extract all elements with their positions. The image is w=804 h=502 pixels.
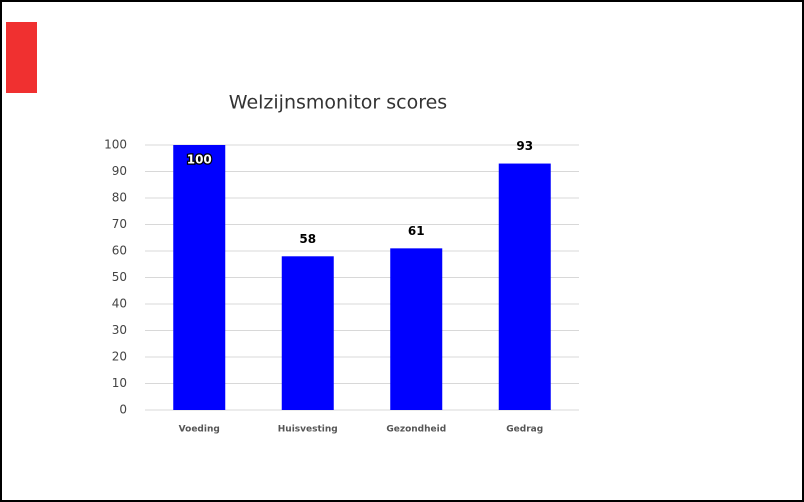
bar [498, 163, 551, 410]
chart-title: Welzijnsmonitor scores [229, 92, 447, 114]
data-label: 100 [187, 153, 212, 167]
x-tick-label: Voeding [179, 425, 220, 435]
y-tick-label: 40 [112, 297, 127, 311]
y-tick-label: 50 [112, 270, 127, 284]
y-tick-label: 90 [112, 164, 127, 178]
x-tick-label: Gedrag [506, 425, 543, 435]
y-tick-label: 10 [112, 376, 127, 390]
x-tick-label: Huisvesting [278, 425, 338, 435]
y-tick-label: 80 [112, 191, 127, 205]
bar [173, 145, 226, 410]
x-tick-label: Gezondheid [386, 425, 446, 435]
bar [390, 248, 443, 410]
y-tick-label: 0 [119, 403, 127, 417]
y-tick-label: 70 [112, 217, 127, 231]
data-label: 93 [516, 139, 533, 153]
data-label: 61 [408, 224, 425, 238]
y-tick-label: 100 [104, 138, 127, 152]
bar [281, 256, 334, 410]
red-block [6, 22, 37, 93]
y-tick-label: 20 [112, 350, 127, 364]
y-tick-label: 30 [112, 323, 127, 337]
data-label: 58 [299, 232, 316, 246]
y-tick-label: 60 [112, 244, 127, 258]
